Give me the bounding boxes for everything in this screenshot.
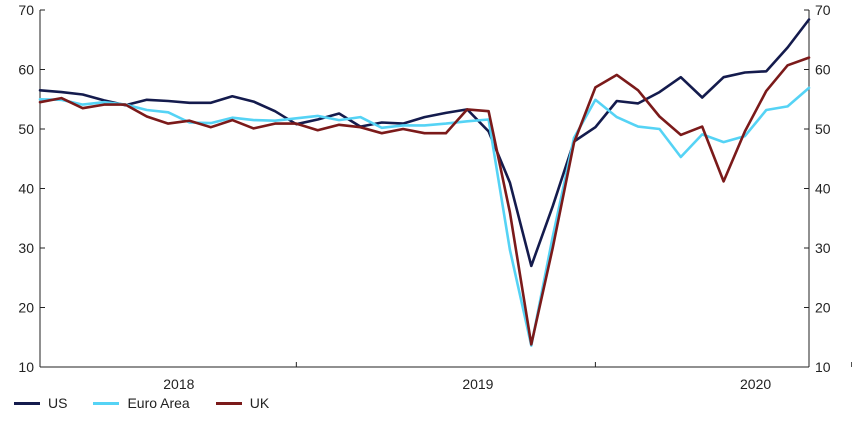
series-line-uk	[38, 56, 811, 346]
series-line-euro-area	[38, 86, 811, 347]
legend-label: Euro Area	[127, 395, 190, 411]
legend-swatch	[14, 401, 40, 405]
chart-axes	[39, 10, 810, 368]
x-tick-label: 2019	[462, 376, 493, 392]
y-tick-label-right: 20	[815, 300, 831, 316]
y-tick-label-right: 60	[815, 62, 831, 78]
legend-swatch	[215, 401, 242, 405]
y-tick-label-right: 70	[815, 2, 831, 18]
y-tick-label-right: 10	[815, 359, 831, 375]
y-tick-label-left: 40	[18, 181, 34, 197]
y-tick-label-left: 50	[18, 121, 34, 137]
chart-legend: US Euro Area UK	[14, 395, 295, 411]
legend-item-us: US	[14, 395, 67, 411]
y-tick-label-left: 10	[18, 359, 34, 375]
y-tick-label-right: 30	[815, 240, 831, 256]
x-tick-label: 2018	[163, 376, 194, 392]
y-tick-label-right: 40	[815, 181, 831, 197]
y-tick-label-right: 50	[815, 121, 831, 137]
legend-item-uk: UK	[215, 395, 270, 411]
legend-label: US	[48, 395, 68, 411]
x-tick-label: 2020	[740, 376, 771, 392]
y-tick-label-left: 60	[18, 62, 34, 78]
y-tick-label-left: 30	[18, 240, 34, 256]
chart-series-lines	[38, 18, 811, 347]
series-line-us	[38, 18, 811, 268]
legend-label: UK	[249, 395, 270, 411]
y-tick-label-left: 20	[18, 300, 34, 316]
y-tick-label-left: 70	[18, 2, 34, 18]
legend-item-euro-area: Euro Area	[93, 395, 190, 411]
legend-swatch	[93, 401, 120, 405]
